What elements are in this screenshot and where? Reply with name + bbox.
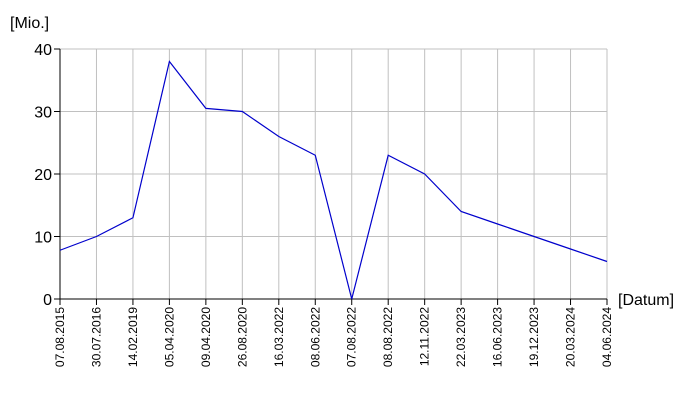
x-tick-label: 20.03.2024	[564, 307, 578, 367]
x-tick-label: 14.02.2019	[126, 307, 140, 367]
y-axis-label: [Mio.]	[10, 15, 49, 32]
y-tick-label: 10	[34, 230, 52, 247]
line	[59, 60, 608, 300]
x-tick-label: 04.06.2024	[600, 307, 614, 367]
x-tick-label: 08.06.2022	[308, 307, 322, 367]
x-tick-label: 12.11.2022	[418, 307, 432, 366]
x-tick-label: 30.07.2016	[89, 307, 103, 367]
x-tick-label: 22.03.2023	[454, 307, 468, 367]
x-tick-label: 07.08.2022	[345, 307, 359, 367]
x-tick-label: 08.08.2022	[381, 307, 395, 367]
x-tick-label: 26.08.2020	[235, 307, 249, 367]
x-tick-label: 09.04.2020	[199, 307, 213, 367]
x-tick-label: 19.12.2023	[527, 307, 541, 367]
x-tick-label: 07.08.2015	[53, 307, 67, 367]
y-tick-label: 20	[34, 167, 52, 184]
y-tick-label: 0	[43, 292, 52, 309]
y-tick-label: 30	[34, 105, 52, 122]
x-tick-label: 16.06.2023	[491, 307, 505, 367]
x-tick-label: 05.04.2020	[162, 307, 176, 367]
x-tick-label: 16.03.2022	[272, 307, 286, 367]
y-tick-label: 40	[34, 42, 52, 59]
x-axis-label: [Datum]	[618, 292, 674, 309]
